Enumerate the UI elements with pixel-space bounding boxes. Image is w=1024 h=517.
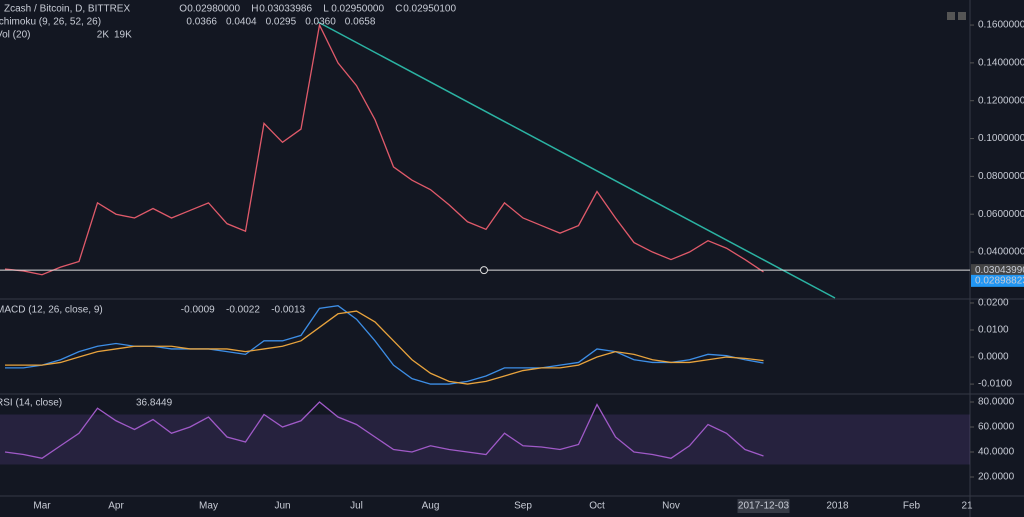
y-tick-label: 0.0000: [978, 352, 1009, 363]
ohlc-value: 0.02950100: [403, 4, 456, 15]
ohlc-value: 0.03033986: [259, 4, 312, 15]
indicator-value: -0.0009: [181, 305, 215, 316]
series-line: [4, 401, 764, 459]
indicator-name: Ichimoku (9, 26, 52, 26): [0, 17, 101, 28]
indicator-value: -0.0013: [271, 305, 305, 316]
y-tick-label: 20.0000: [978, 472, 1015, 483]
x-tick-label: Apr: [108, 501, 124, 512]
indicator-value: 36.8449: [136, 398, 173, 409]
pane-button[interactable]: [947, 12, 955, 20]
ohlc-label: H: [251, 4, 258, 15]
rsi-band: [0, 414, 970, 465]
indicator-value: -0.0022: [226, 305, 260, 316]
series-line: [5, 310, 764, 385]
x-tick-label: Aug: [422, 501, 440, 512]
date-highlight: [737, 499, 790, 513]
y-tick-label: 40.0000: [978, 447, 1015, 458]
ohlc-label: C: [395, 4, 402, 15]
y-tick-label: 0.04000000: [978, 247, 1024, 258]
x-tick-label: Nov: [662, 501, 680, 512]
last-tag-label: 0.02898823: [975, 276, 1024, 287]
price-tag: [971, 264, 1024, 277]
ohlc-label: O: [179, 4, 187, 15]
price-handle[interactable]: [480, 266, 488, 275]
last-tag: [971, 274, 1024, 287]
indicator-name: Vol (20): [0, 30, 30, 41]
x-tick-label: 2017-12-03: [738, 501, 790, 512]
y-tick-label: -0.0100: [978, 379, 1012, 390]
y-tick-label: 0.0100: [978, 325, 1009, 336]
symbol: Zcash / Bitcoin, D, BITTREX: [4, 4, 130, 15]
ohlc-value: 0.02980000: [187, 4, 240, 15]
x-tick-label: Jul: [350, 501, 363, 512]
x-tick-label: Feb: [903, 501, 921, 512]
indicator-name: RSI (14, close): [0, 398, 62, 409]
trend-line[interactable]: [317, 21, 836, 299]
indicator-name: MACD (12, 26, close, 9): [0, 305, 103, 316]
ohlc-value: 0.02950000: [331, 4, 384, 15]
x-tick-label: Oct: [589, 501, 605, 512]
indicator-value: 0.0295: [266, 17, 297, 28]
x-tick-label: Sep: [514, 501, 532, 512]
ohlc-label: L: [323, 4, 329, 15]
pane-button[interactable]: [958, 12, 966, 20]
indicator-value: 0.0366: [186, 17, 217, 28]
y-tick-label: 0.0200: [978, 298, 1009, 309]
series-line: [5, 304, 764, 385]
series-line: [4, 22, 764, 276]
y-tick-label: 80.0000: [978, 397, 1015, 408]
indicator-value: 2K: [97, 30, 110, 41]
indicator-value: 0.0360: [305, 17, 336, 28]
x-tick-label: 21: [961, 501, 973, 512]
indicator-value: 0.0404: [226, 17, 257, 28]
y-tick-label: 60.0000: [978, 422, 1015, 433]
x-tick-label: Jun: [274, 501, 290, 512]
indicator-value: 19K: [114, 30, 132, 41]
x-tick-label: 2018: [826, 501, 849, 512]
x-tick-label: Mar: [33, 501, 51, 512]
indicator-value: 0.0658: [345, 17, 376, 28]
x-tick-label: May: [199, 501, 218, 512]
price-tag-label: 0.03043990: [975, 265, 1024, 276]
